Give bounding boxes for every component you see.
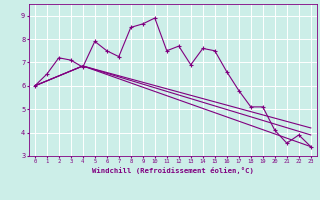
X-axis label: Windchill (Refroidissement éolien,°C): Windchill (Refroidissement éolien,°C) — [92, 167, 254, 174]
